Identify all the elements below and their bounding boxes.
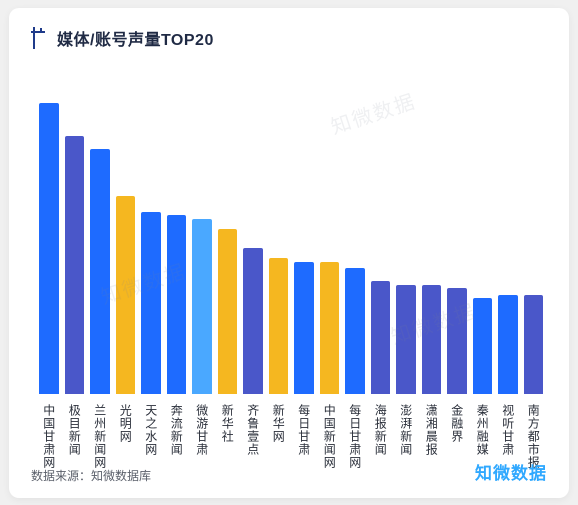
bar-col xyxy=(167,215,187,393)
bar xyxy=(422,285,442,394)
bar-col xyxy=(473,298,493,394)
source-label: 数据来源： xyxy=(31,469,91,483)
bar-col xyxy=(39,103,59,393)
bar xyxy=(192,219,212,394)
bar-col xyxy=(218,229,238,394)
bar-col xyxy=(269,258,289,393)
chart-title: 媒体/账号声量TOP20 xyxy=(57,26,214,50)
bar xyxy=(243,248,263,393)
footer: 数据来源：知微数据库 知微数据 xyxy=(31,459,547,484)
bar-col xyxy=(498,295,518,394)
bar-col xyxy=(396,285,416,394)
bar xyxy=(498,295,518,394)
bar xyxy=(294,262,314,394)
bar-col xyxy=(371,281,391,393)
brand-logo: 知微数据 xyxy=(475,459,547,484)
title-row: 媒体/账号声量TOP20 xyxy=(31,26,547,50)
bar xyxy=(269,258,289,393)
bar xyxy=(167,215,187,393)
source-value: 知微数据库 xyxy=(91,469,151,483)
bar-col xyxy=(447,288,467,394)
chart-card: 知微数据 知微数据 知微数据 媒体/账号声量TOP20 中国甘肃网极目新闻兰州新… xyxy=(9,8,569,498)
data-source: 数据来源：知微数据库 xyxy=(31,467,151,484)
bar-col xyxy=(422,285,442,394)
title-marker-icon xyxy=(31,27,49,49)
bar xyxy=(396,285,416,394)
bar-col xyxy=(243,248,263,393)
bar xyxy=(524,295,544,394)
bar-col xyxy=(90,149,110,393)
bar xyxy=(447,288,467,394)
bar-chart xyxy=(31,64,547,394)
bar xyxy=(218,229,238,394)
bar-col xyxy=(524,295,544,394)
bar xyxy=(473,298,493,394)
bar-col xyxy=(116,196,136,394)
bar-col xyxy=(320,262,340,394)
bar xyxy=(65,136,85,393)
bar xyxy=(345,268,365,393)
bar-col xyxy=(65,136,85,393)
bar xyxy=(371,281,391,393)
bar-col xyxy=(192,219,212,394)
bar-col xyxy=(141,212,161,394)
bar xyxy=(116,196,136,394)
bar xyxy=(39,103,59,393)
bar xyxy=(90,149,110,393)
bar xyxy=(320,262,340,394)
bar-col xyxy=(345,268,365,393)
bar-col xyxy=(294,262,314,394)
bar xyxy=(141,212,161,394)
